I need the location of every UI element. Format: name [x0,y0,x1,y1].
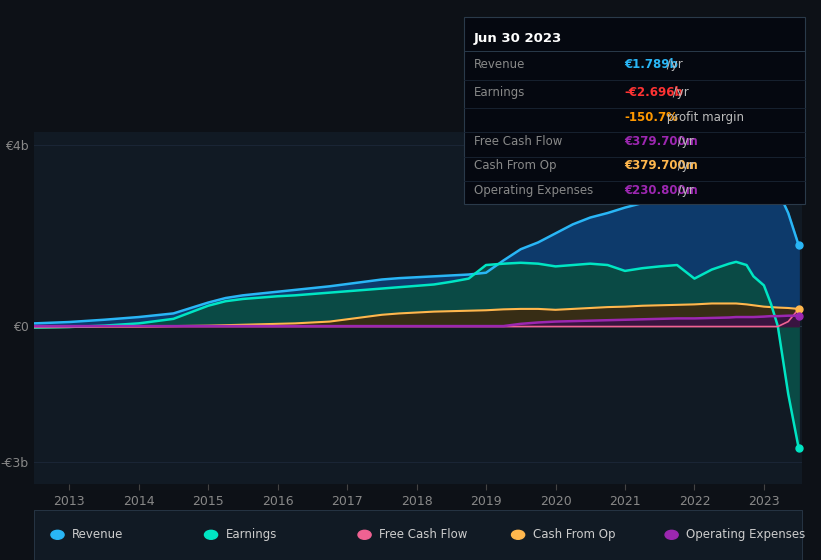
Text: Earnings: Earnings [474,86,525,99]
Text: /yr: /yr [668,86,689,99]
Text: /yr: /yr [663,58,683,71]
Text: Cash From Op: Cash From Op [533,528,616,542]
Text: €1.789b: €1.789b [624,58,678,71]
Text: Jun 30 2023: Jun 30 2023 [474,32,562,45]
Text: Cash From Op: Cash From Op [474,160,557,172]
Text: Earnings: Earnings [226,528,277,542]
Text: /yr: /yr [674,184,694,197]
Text: Free Cash Flow: Free Cash Flow [474,135,562,148]
Text: profit margin: profit margin [663,111,744,124]
Text: Operating Expenses: Operating Expenses [474,184,594,197]
Text: €379.700m: €379.700m [624,160,698,172]
Text: -€2.696b: -€2.696b [624,86,683,99]
Text: -150.7%: -150.7% [624,111,678,124]
Text: /yr: /yr [674,135,694,148]
Text: Free Cash Flow: Free Cash Flow [379,528,468,542]
Text: Revenue: Revenue [474,58,525,71]
Text: Revenue: Revenue [72,528,124,542]
Text: /yr: /yr [674,160,694,172]
Text: €230.800m: €230.800m [624,184,698,197]
Text: Operating Expenses: Operating Expenses [686,528,805,542]
Text: €379.700m: €379.700m [624,135,698,148]
